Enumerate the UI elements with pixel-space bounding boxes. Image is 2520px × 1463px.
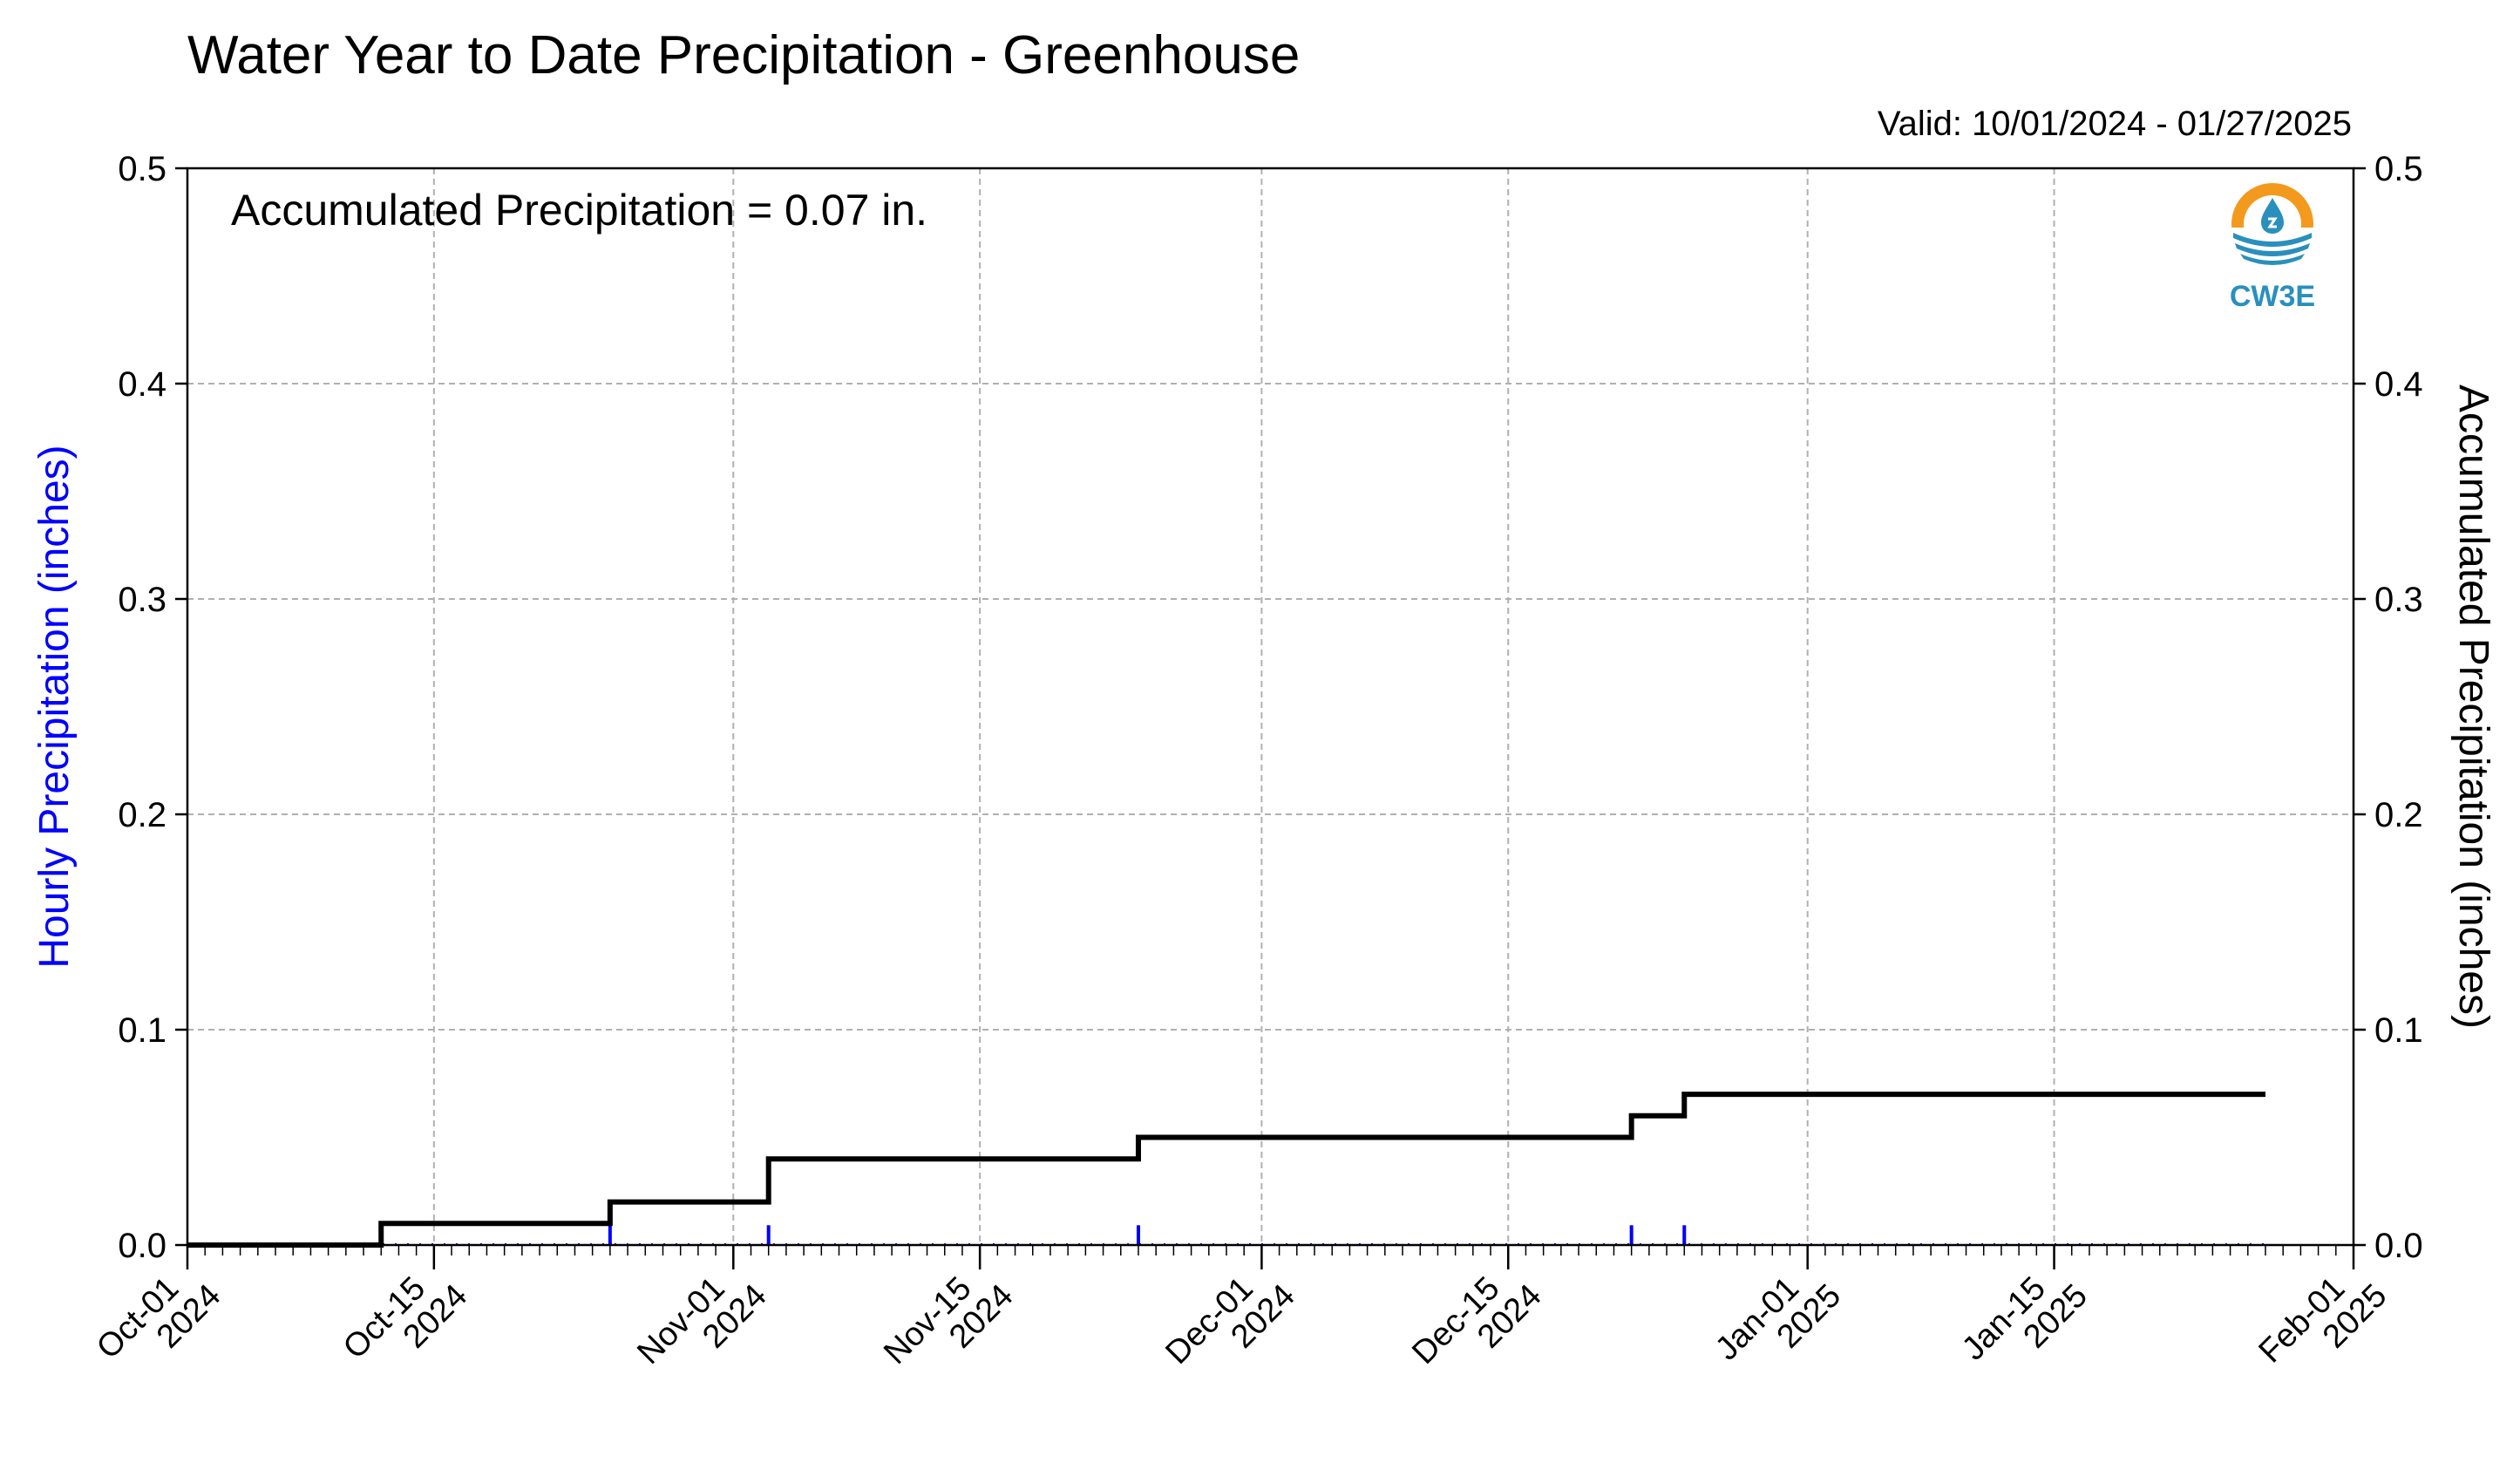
y-right-tick-label: 0.2 (2374, 796, 2423, 834)
logo-text: CW3E (2230, 280, 2315, 313)
x-tick-label: Jan-152025 (1955, 1253, 2095, 1392)
label-layer: 0.0 0.1 0.2 0.3 0.4 0.5 0.0 0.1 0.2 0.3 0.4 0.5 Oct-… (31, 150, 2496, 1396)
x-tick-label: Nov-012024 (630, 1253, 773, 1396)
tick-layer (175, 167, 2366, 1269)
grid-layer (187, 168, 2354, 1245)
accumulated-step-line (187, 1092, 2265, 1248)
x-tick-label: Dec-152024 (1405, 1253, 1548, 1396)
x-tick-label: Oct-012024 (90, 1253, 228, 1391)
accumulated-total-annotation: Accumulated Precipitation = 0.07 in. (231, 186, 928, 235)
y-right-tick-label: 0.1 (2374, 1011, 2423, 1050)
y-left-tick-label: 0.2 (118, 796, 166, 834)
chart-title: Water Year to Date Precipitation - Green… (187, 25, 1301, 85)
y-left-tick-label: 0.4 (118, 365, 166, 404)
y-left-tick-label: 0.5 (118, 150, 166, 188)
minor-tick-layer (204, 1245, 2337, 1255)
cw3e-logo: CW3E (2216, 179, 2329, 318)
x-tick-label: Oct-152024 (336, 1253, 474, 1391)
water-drop-icon (2261, 198, 2284, 234)
hourly-bar-layer (187, 1225, 2265, 1245)
y-right-tick-label: 0.4 (2374, 365, 2423, 404)
plot-frame (186, 167, 2355, 1247)
x-tick-label: Jan-012025 (1708, 1253, 1848, 1392)
y-right-tick-label: 0.0 (2374, 1227, 2423, 1265)
y-left-tick-label: 0.0 (118, 1227, 166, 1265)
y-left-axis-label: Hourly Precipitation (inches) (31, 445, 78, 968)
valid-date-range: Valid: 10/01/2024 - 01/27/2025 (1877, 105, 2352, 143)
accumulated-line-layer (187, 1092, 2265, 1248)
x-tick-label: Dec-012024 (1158, 1253, 1301, 1396)
y-left-tick-label: 0.3 (118, 581, 166, 619)
x-tick-label: Nov-152024 (877, 1253, 1020, 1396)
x-tick-label: Feb-012025 (2252, 1253, 2394, 1395)
y-left-tick-label: 0.1 (118, 1011, 166, 1050)
y-right-tick-label: 0.3 (2374, 581, 2423, 619)
y-right-axis-label: Accumulated Precipitation (inches) (2450, 384, 2496, 1029)
y-right-tick-label: 0.5 (2374, 150, 2423, 188)
